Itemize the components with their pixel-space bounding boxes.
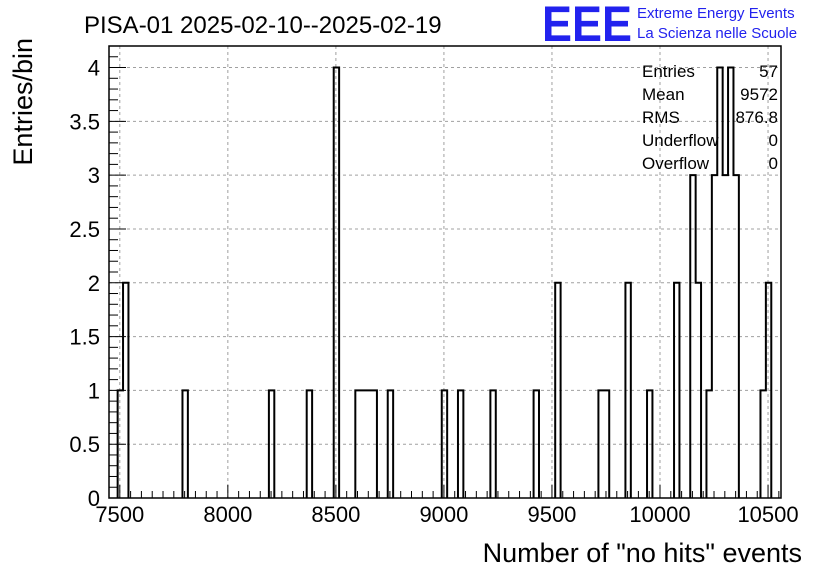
y-tick-label: 3 <box>88 163 100 188</box>
x-tick-label: 10000 <box>629 502 690 527</box>
stat-value: 0 <box>769 131 778 150</box>
logo-line-1: Extreme Energy Events <box>637 5 795 22</box>
logo-line-2: La Scienza nelle Scuole <box>637 25 797 42</box>
x-tick-label: 7500 <box>95 502 144 527</box>
stat-value: 9572 <box>740 85 778 104</box>
logo-mark: EEE <box>542 0 632 52</box>
axis-ticks <box>109 45 780 499</box>
stat-label: RMS <box>642 108 680 127</box>
x-tick-label: 9500 <box>527 502 576 527</box>
y-tick-label: 2 <box>88 271 100 296</box>
y-tick-label: 0 <box>88 486 100 511</box>
stat-label: Mean <box>642 85 685 104</box>
stat-label: Underflow <box>642 131 719 150</box>
y-tick-label: 2.5 <box>69 217 100 242</box>
stat-value: 876.8 <box>735 108 778 127</box>
y-tick-label: 3.5 <box>69 109 100 134</box>
x-tick-label: 8000 <box>203 502 252 527</box>
x-tick-label: 10500 <box>737 502 798 527</box>
y-tick-label: 0.5 <box>69 432 100 457</box>
y-tick-label: 1.5 <box>69 325 100 350</box>
stat-label: Overflow <box>642 154 710 173</box>
histogram-bin <box>361 390 366 498</box>
x-tick-labels: 7500 8000 8500 9000 9500 10000 10500 <box>95 502 798 527</box>
y-tick-label: 4 <box>88 56 100 81</box>
x-axis-label: Number of "no hits" events <box>483 538 802 568</box>
stat-value: 57 <box>759 62 778 81</box>
y-tick-labels: 0 0.5 1 1.5 2 2.5 3 3.5 4 <box>69 56 100 511</box>
chart-title: PISA-01 2025-02-10--2025-02-19 <box>84 12 442 39</box>
eee-logo: EEE Extreme Energy Events La Scienza nel… <box>542 0 797 52</box>
y-axis-label: Entries/bin <box>8 38 38 166</box>
histogram-bin <box>366 390 371 498</box>
x-tick-label: 8500 <box>311 502 360 527</box>
stat-label: Entries <box>642 62 695 81</box>
stat-value: 0 <box>769 154 778 173</box>
histogram-bin <box>723 175 728 498</box>
x-tick-label: 9000 <box>419 502 468 527</box>
stats-box: Entries 57 Mean 9572 RMS 876.8 Underflow 0 Overf… <box>642 62 778 173</box>
y-tick-label: 1 <box>88 378 100 403</box>
